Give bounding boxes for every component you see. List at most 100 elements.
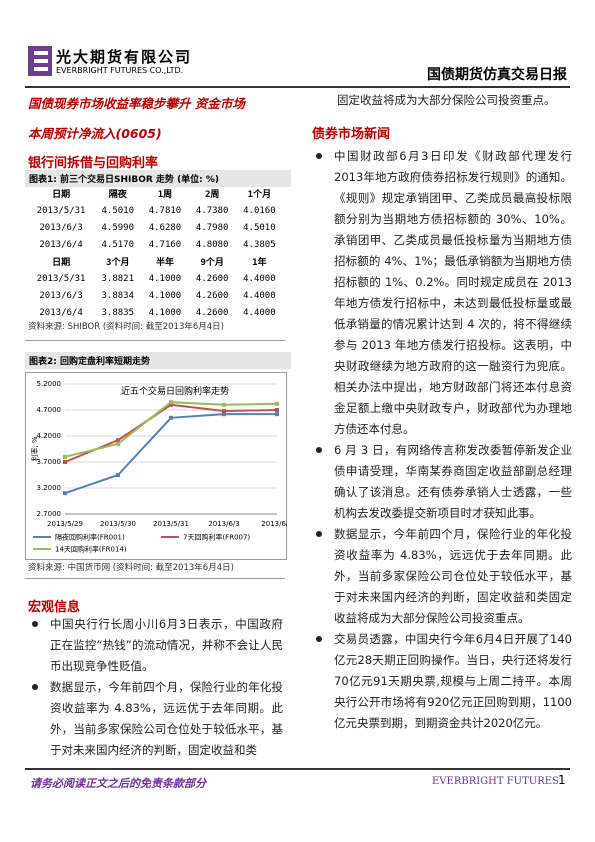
brand: EVERBRIGHT FUTURES <box>432 776 559 787</box>
x-tick-label: 2013/5/31 <box>153 520 189 528</box>
table-cell: 半年 <box>155 258 174 268</box>
table-cell: 日期 <box>52 190 71 200</box>
footer-rule <box>25 768 570 770</box>
y-tick-label: 4.2000 <box>37 432 62 440</box>
table-cell: 2013/6/4 <box>39 239 83 250</box>
table-cell: 4.2600 <box>195 290 229 301</box>
table-cell: 4.5170 <box>101 239 135 250</box>
table-cell: 3.8834 <box>101 290 135 301</box>
table-cell: 4.2600 <box>195 307 229 318</box>
source: 资料来源: 中国货币网 (资料时间: 截至2013年6月4日) <box>28 563 234 573</box>
table-cell: 2013/6/3 <box>39 290 83 301</box>
table-cell: 日期 <box>52 258 71 268</box>
table-caption: 图表1: 前三个交易日SHIBOR 走势 (单位: %) <box>25 170 291 187</box>
rule <box>25 340 285 341</box>
x-tick-label: 2013/6/4 <box>261 520 287 528</box>
legend-label: 隔夜回购利率(FR001) <box>55 533 125 542</box>
table-row: 日期 隔夜 1周 2周 1个月 <box>28 185 283 202</box>
disclaimer: 请务必阅读正文之后的免责条款部分 <box>30 777 206 790</box>
x-tick-label: 2013/6/3 <box>208 520 239 528</box>
x-tick-label: 2013/5/30 <box>100 520 136 528</box>
table-cell: 1年 <box>252 258 267 268</box>
legend-label: 7天回购利率(FR007) <box>183 533 250 542</box>
point <box>275 412 279 417</box>
table-cell: 4.4000 <box>243 273 276 284</box>
y-tick-label: 3.7000 <box>37 458 62 466</box>
table-cell: 1周 <box>157 190 173 200</box>
series-line <box>64 413 277 495</box>
logo <box>28 46 52 76</box>
table-cell: 3.8835 <box>101 307 135 318</box>
table-cell: 2013/5/31 <box>36 273 86 284</box>
bullet-item: 交易员透露，中国央行今年6月4日开展了140亿元28天期正回购操作。当日，央行还… <box>312 629 572 734</box>
table-cell: 4.5010 <box>243 222 276 233</box>
table-cell: 4.4000 <box>243 290 276 301</box>
point <box>63 454 67 459</box>
table-cell: 4.7160 <box>148 239 182 250</box>
table-cell: 3.8821 <box>101 273 135 284</box>
y-tick-label: 3.2000 <box>37 484 62 492</box>
point <box>116 441 120 446</box>
y-tick-label: 2.7000 <box>37 510 62 518</box>
table-cell: 4.7980 <box>195 222 229 233</box>
table-cell: 4.4000 <box>243 307 276 318</box>
table-row: 2013/5/31 4.5010 4.7810 4.7380 4.0160 <box>28 202 283 219</box>
table-cell: 4.1000 <box>148 273 182 284</box>
table: 日期 隔夜 1周 2周 1个月 2013/5/31 4.5010 4.7810 4.7380 4.… <box>28 185 283 321</box>
table-cell: 4.1000 <box>148 290 182 301</box>
point <box>222 409 226 414</box>
y-tick-label: 4.7000 <box>37 406 62 414</box>
table-cell: 2013/6/4 <box>39 307 83 318</box>
table-row: 2013/6/4 4.5170 4.7160 4.8080 4.3805 <box>28 236 283 253</box>
subheadline: 本周预计净流入(0605) <box>28 126 162 141</box>
table-cell: 9个月 <box>200 258 224 268</box>
table-cell: 1个月 <box>247 190 272 200</box>
point <box>63 460 67 464</box>
bullet-item: 数据显示，今年前四个月，保险行业的年化投资收益率为 4.83%，远远优于去年同期… <box>312 524 572 629</box>
table-cell: 4.8080 <box>195 239 229 250</box>
company-en: EVERBRIGHT FUTURES CO.,LTD. <box>56 66 184 75</box>
point <box>275 401 279 406</box>
table-cell: 4.5990 <box>101 222 135 233</box>
paragraph: 固定收益将成为大部分保险公司投资重点。 <box>337 93 556 107</box>
source: 资料来源: SHIBOR (资料时间: 截至2013年6月4日) <box>28 322 224 332</box>
section-title: 银行间拆借与回购利率 <box>28 156 159 171</box>
x-tick-label: 2013/5/29 <box>47 520 83 528</box>
table-cell: 隔夜 <box>108 190 127 200</box>
table-cell: 4.1000 <box>148 307 182 318</box>
chart-frame <box>25 372 287 560</box>
bullet-item: 数据显示，今年前四个月，保险行业的年化投资收益率为 4.83%，远远优于去年同期… <box>28 677 283 761</box>
table-row: 2013/6/4 3.8835 4.1000 4.2600 4.4000 <box>28 304 283 321</box>
company-cn: 光大期货有限公司 <box>56 48 193 66</box>
point <box>169 400 173 405</box>
bullet-item: 中国财政部6月3日印发《财政部代理发行2013年地方政府债券招标发行规则》的通知… <box>312 146 572 440</box>
legend-label: 14天回购利率(FR014) <box>55 545 127 554</box>
table-cell: 4.7810 <box>148 205 182 216</box>
point <box>63 491 67 496</box>
table-row: 日期 3个月 半年 9个月 1年 <box>28 253 283 270</box>
bullet-item: 中国央行行长周小川6月3日表示，中国政府正在监控“热钱”的流动情况，并称不会让人… <box>28 614 283 677</box>
y-tick-label: 5.2000 <box>37 380 62 388</box>
bullet-item: 6 月 3 日，有网络传言称发改委暂停新发企业债申请受理，华南某券商固定收益部副… <box>312 440 572 524</box>
point <box>275 408 279 412</box>
table-cell: 4.3805 <box>243 239 276 250</box>
header-rule <box>25 86 570 88</box>
table-cell: 4.2600 <box>195 273 229 284</box>
bullet-list: 中国财政部6月3日印发《财政部代理发行2013年地方政府债券招标发行规则》的通知… <box>312 146 572 734</box>
table-row: 2013/5/31 3.8821 4.1000 4.2600 4.4000 <box>28 270 283 287</box>
headline: 国债现券市场收益率稳步攀升 资金市场 <box>28 96 245 111</box>
table-cell: 4.0160 <box>243 205 276 216</box>
point <box>169 415 173 420</box>
table-cell: 3个月 <box>106 258 130 268</box>
point <box>169 402 173 407</box>
point <box>116 473 120 477</box>
bullet-list: 中国央行行长周小川6月3日表示，中国政府正在监控“热钱”的流动情况，并称不会让人… <box>28 614 283 761</box>
chart: 2.7000 3.2000 3.7000 4.2000 4.7000 5.2000 利率, … <box>25 372 287 560</box>
table-cell: 2013/5/31 <box>36 205 86 216</box>
table-cell: 4.6280 <box>148 222 182 233</box>
table-cell: 2013/6/3 <box>39 222 83 233</box>
table-row: 2013/6/3 4.5990 4.6280 4.7980 4.5010 <box>28 219 283 236</box>
point <box>222 402 226 407</box>
section-title: 宏观信息 <box>28 600 81 615</box>
